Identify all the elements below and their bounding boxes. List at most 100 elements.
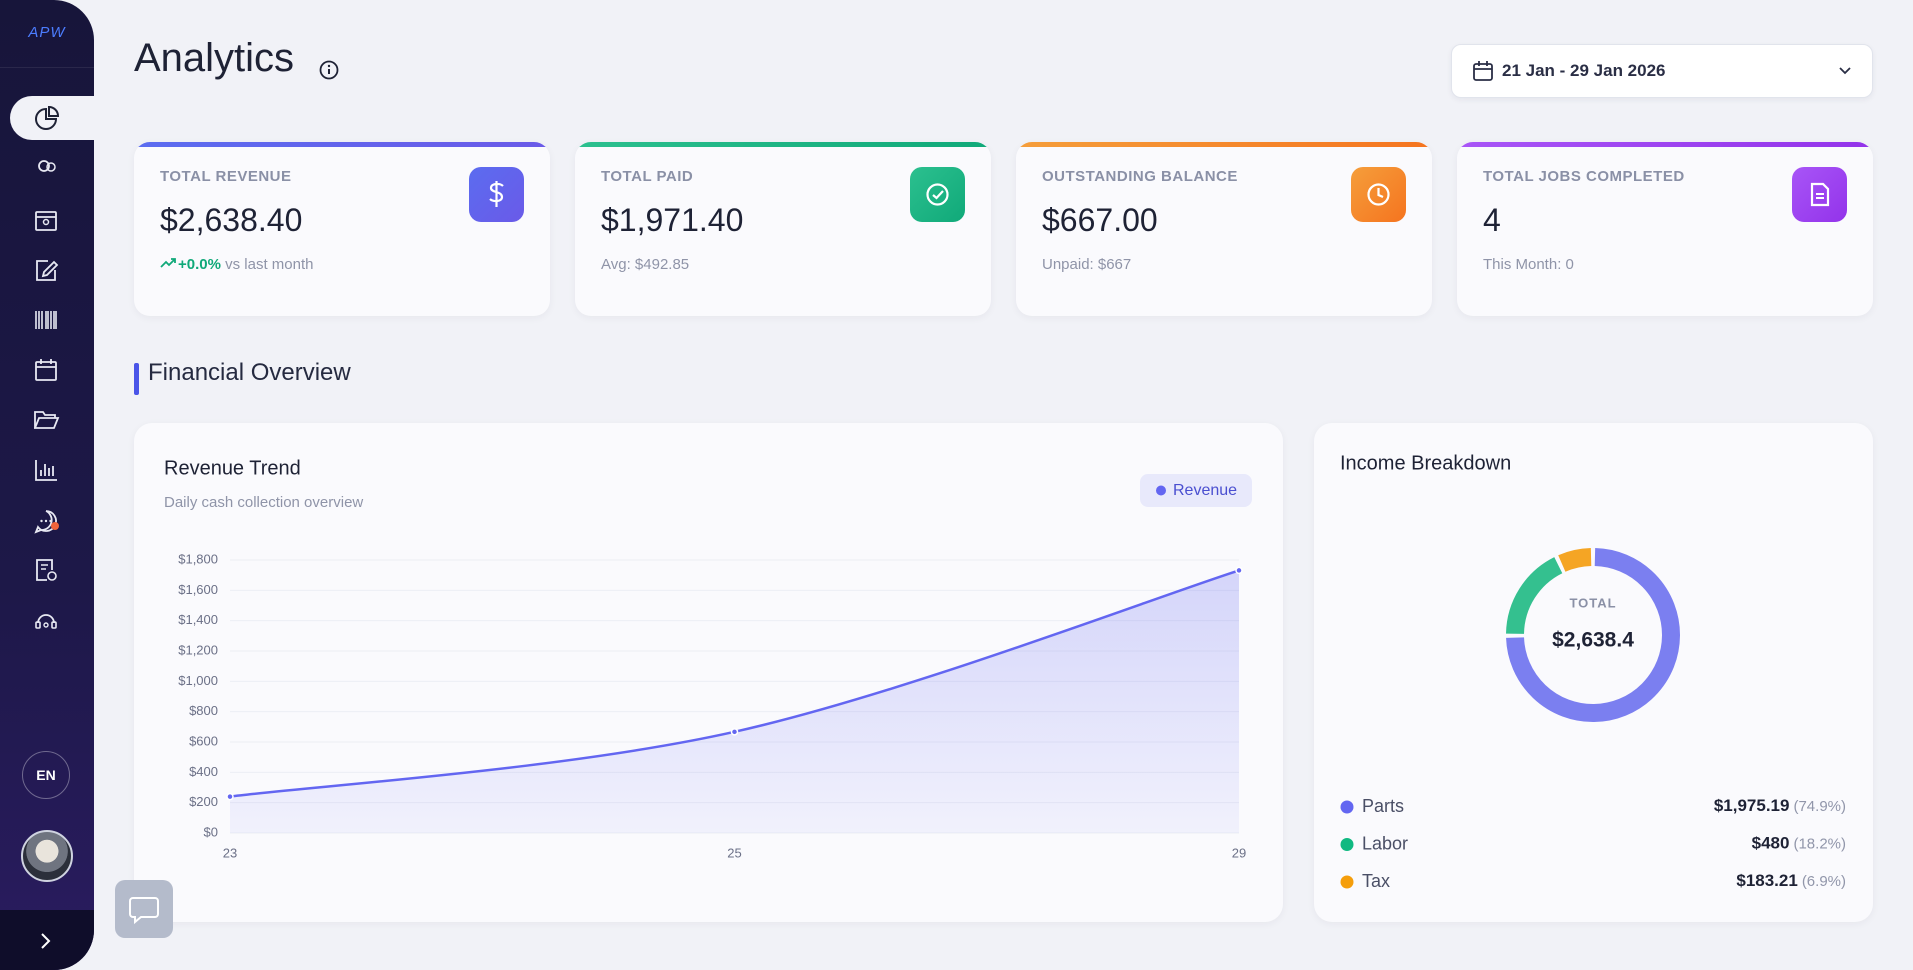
y-tick-label: $1,000 xyxy=(178,673,218,688)
card-note-row: +0.0% vs last month xyxy=(160,256,314,273)
card-icon-glyph xyxy=(926,183,949,206)
nav-item[interactable] xyxy=(0,499,94,543)
section-title: Financial Overview xyxy=(148,359,351,386)
collapse-icon xyxy=(41,933,51,949)
info-icon[interactable] xyxy=(318,59,340,81)
nav-item[interactable] xyxy=(0,598,94,642)
nav-icon xyxy=(35,460,57,481)
line-chart: Revenue Trend Daily cash collection overv… xyxy=(164,457,1252,860)
legend-swatch xyxy=(1156,485,1166,496)
nav-item[interactable] xyxy=(0,398,94,442)
card-value: $1,971.40 xyxy=(601,202,744,238)
nav-item[interactable] xyxy=(0,248,94,292)
y-tick-label: $200 xyxy=(189,794,218,809)
y-tick-label: $400 xyxy=(189,764,218,779)
card-icon xyxy=(910,167,965,222)
avatar[interactable] xyxy=(21,830,73,882)
nav-item[interactable] xyxy=(0,348,94,392)
chat-button[interactable] xyxy=(115,880,173,938)
card-accent xyxy=(134,142,550,147)
card-note-row: Unpaid: $667 xyxy=(1042,256,1131,273)
card-note: vs last month xyxy=(225,256,314,273)
card-icon-glyph xyxy=(1367,183,1390,206)
trend-glyph xyxy=(160,258,176,268)
center-label: TOTAL xyxy=(1569,595,1616,610)
legend-value-row: $480 (18.2%) xyxy=(1752,834,1846,853)
card-label: OUTSTANDING BALANCE xyxy=(1042,168,1238,185)
card-note: This Month: 0 xyxy=(1483,256,1574,273)
legend-value-row: $183.21 (6.9%) xyxy=(1736,871,1846,890)
nav-icon xyxy=(34,411,60,429)
y-tick-label: $1,400 xyxy=(178,612,218,627)
nav-icon xyxy=(35,614,57,629)
y-tick-label: $1,600 xyxy=(178,582,218,597)
card-icon xyxy=(1351,167,1406,222)
legend-swatch xyxy=(1340,875,1354,889)
point xyxy=(730,728,739,736)
date-picker[interactable]: 21 Jan - 29 Jan 2026 xyxy=(1451,44,1873,98)
nav-icon xyxy=(35,311,57,329)
nav-item[interactable] xyxy=(0,198,94,242)
chevron-down xyxy=(1839,67,1851,75)
nav-item[interactable] xyxy=(10,96,94,140)
chart-title: Revenue Trend xyxy=(164,457,301,479)
point xyxy=(1235,566,1243,575)
trend-icon xyxy=(160,256,178,273)
x-tick-label: 25 xyxy=(727,845,741,860)
collapse-bar[interactable] xyxy=(0,910,94,970)
legend-label: Labor xyxy=(1362,833,1408,853)
donut-segment xyxy=(1506,548,1680,722)
card-label: TOTAL JOBS COMPLETED xyxy=(1483,168,1685,185)
legend-swatch xyxy=(1340,838,1354,851)
legend-box xyxy=(1140,474,1252,507)
legend-value-row: $1,975.19 (74.9%) xyxy=(1714,796,1846,815)
stat-card: TOTAL REVENUE $2,638.40 +0.0% vs last mont… xyxy=(134,142,550,316)
legend-value: $183.21 xyxy=(1736,871,1797,890)
legend-value: $1,975.19 xyxy=(1714,796,1790,815)
legend-percent: (74.9%) xyxy=(1793,798,1846,815)
section-accent xyxy=(134,363,139,395)
legend-percent: (18.2%) xyxy=(1793,835,1846,852)
card-icon-glyph xyxy=(1810,182,1830,207)
y-tick-label: $800 xyxy=(189,703,218,718)
point xyxy=(226,792,234,801)
nav-item[interactable] xyxy=(0,548,94,592)
nav-icon xyxy=(35,359,57,381)
card-note: Unpaid: $667 xyxy=(1042,256,1132,273)
nav-item[interactable] xyxy=(0,298,94,342)
chat-icon xyxy=(129,897,159,925)
nav-icon xyxy=(36,260,59,281)
nav-icon xyxy=(35,211,57,231)
area xyxy=(230,570,1239,833)
card-accent xyxy=(575,142,991,147)
center-value: $2,638.4 xyxy=(1552,629,1634,652)
stat-card: TOTAL JOBS COMPLETED 4 This Month: 0 xyxy=(1457,142,1873,316)
card-value: $667.00 xyxy=(1042,202,1158,238)
nav-item[interactable] xyxy=(0,448,94,492)
card-note-row: Avg: $492.85 xyxy=(601,256,689,273)
card-label: TOTAL PAID xyxy=(601,168,694,185)
nav-icon xyxy=(35,106,60,130)
logo[interactable]: APW xyxy=(28,24,66,41)
nav-icon xyxy=(34,510,59,534)
language-button[interactable]: EN xyxy=(22,751,70,799)
chart-title: Income Breakdown xyxy=(1340,452,1511,474)
date-range: 21 Jan - 29 Jan 2026 xyxy=(1502,61,1666,80)
y-tick-label: $1,800 xyxy=(178,551,218,566)
legend-swatch xyxy=(1340,800,1354,814)
donut-segment xyxy=(1506,557,1563,635)
card-icon-glyph xyxy=(489,181,504,207)
legend-value: $480 xyxy=(1752,834,1790,853)
donut-segment xyxy=(1558,548,1592,572)
chart-subtitle: Daily cash collection overview xyxy=(164,494,363,511)
revenue-panel: Revenue Trend Daily cash collection overv… xyxy=(134,423,1283,922)
y-tick-label: $1,200 xyxy=(178,642,218,657)
calendar-icon xyxy=(1473,61,1493,81)
x-tick-label: 29 xyxy=(1232,845,1246,860)
card-icon xyxy=(1792,167,1847,222)
card-note: Avg: $492.85 xyxy=(601,256,690,273)
nav-item[interactable] xyxy=(0,148,94,192)
legend-label: Tax xyxy=(1362,871,1390,891)
y-tick-label: $600 xyxy=(189,733,218,748)
